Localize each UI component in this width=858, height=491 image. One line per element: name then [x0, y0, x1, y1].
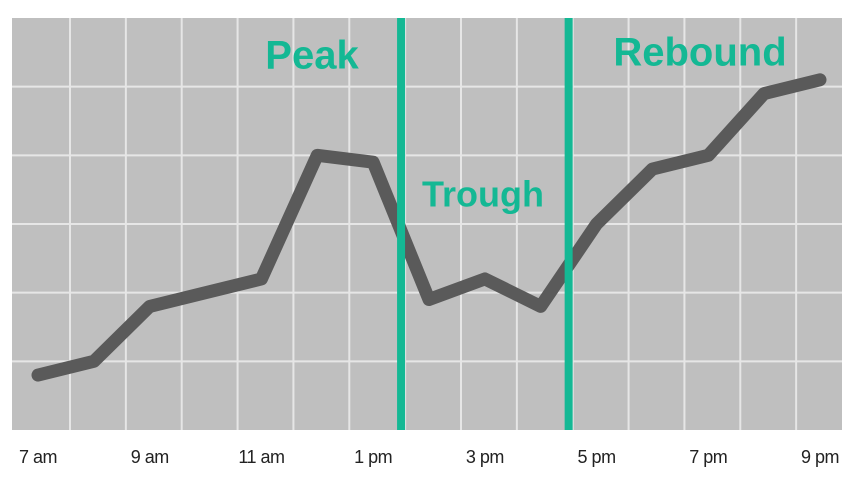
- x-tick-label: 3 pm: [466, 447, 504, 467]
- x-tick-label: 9 am: [131, 447, 169, 467]
- annotation: Peak: [265, 34, 359, 78]
- annotation: Trough: [422, 174, 544, 215]
- annotation: Rebound: [613, 31, 786, 75]
- x-tick-label: 7 pm: [689, 447, 727, 467]
- x-tick-label: 11 am: [238, 447, 284, 467]
- x-tick-label: 9 pm: [801, 447, 839, 467]
- x-tick-label: 5 pm: [578, 447, 616, 467]
- x-tick-label: 1 pm: [354, 447, 392, 467]
- line-series: [31, 73, 827, 382]
- x-tick-label: 7 am: [19, 447, 57, 467]
